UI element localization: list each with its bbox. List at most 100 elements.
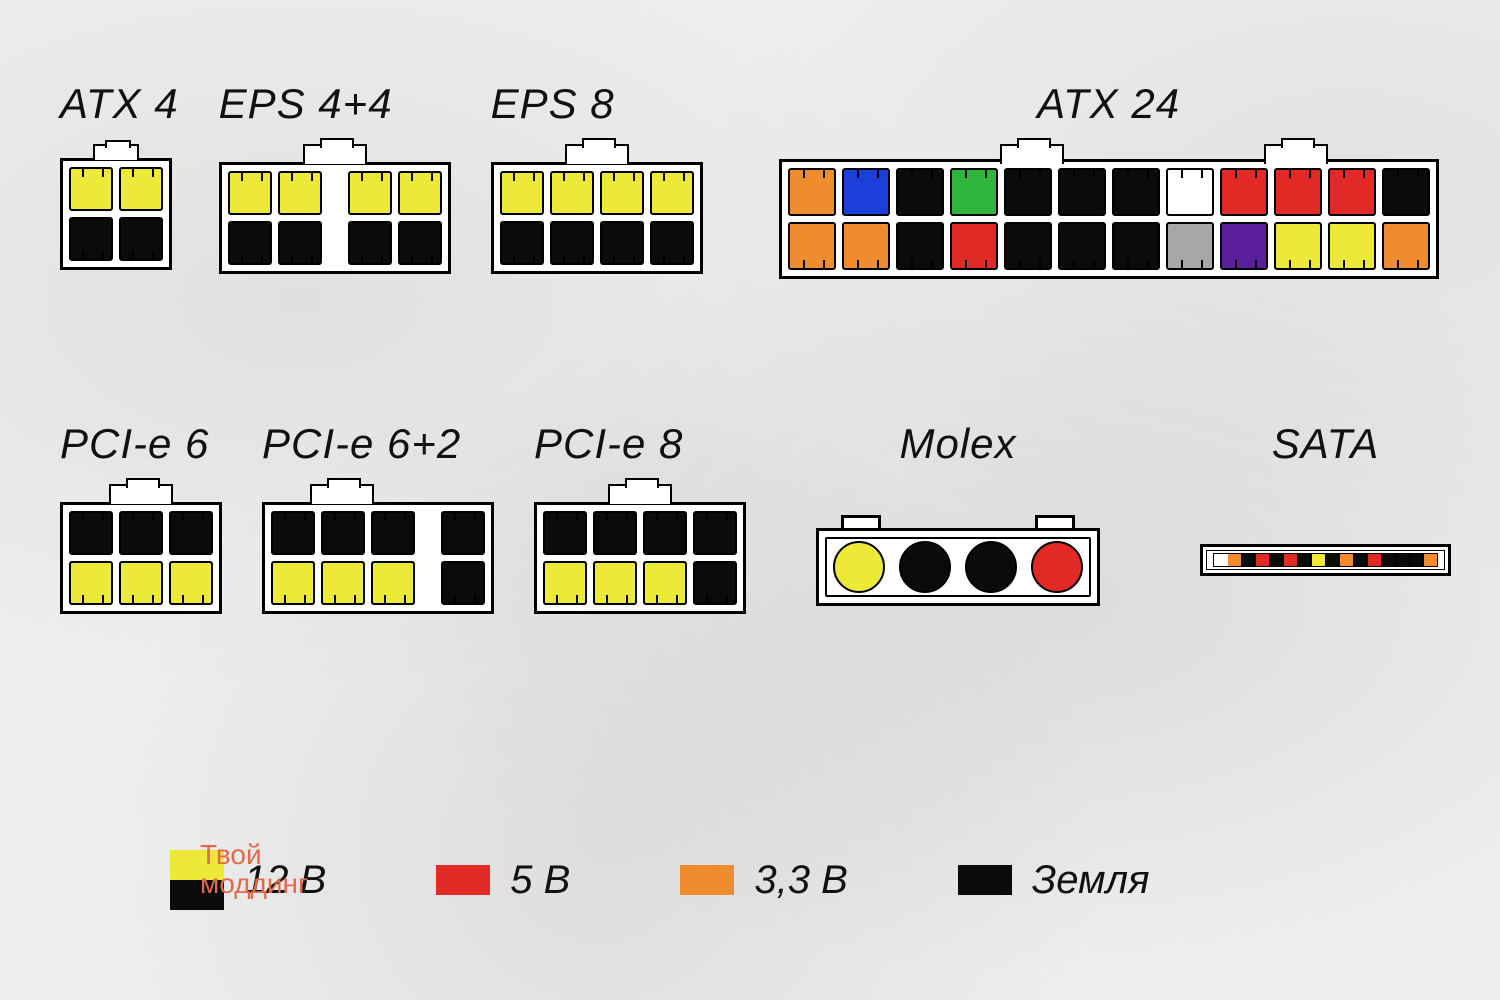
pin xyxy=(398,171,442,215)
pin xyxy=(1328,222,1376,270)
pin xyxy=(1312,553,1326,567)
connector-sata: SATA xyxy=(1200,420,1451,576)
pin xyxy=(1396,553,1410,567)
pin xyxy=(950,222,998,270)
pin xyxy=(69,561,113,605)
pin xyxy=(169,561,213,605)
pin xyxy=(1112,222,1160,270)
pin xyxy=(169,511,213,555)
legend-item: Земля xyxy=(958,858,1150,903)
pin xyxy=(896,222,944,270)
legend-swatch xyxy=(958,865,1012,895)
pin xyxy=(593,561,637,605)
pin xyxy=(1340,553,1354,567)
shell xyxy=(491,162,703,274)
pin xyxy=(833,541,885,593)
pin xyxy=(600,171,644,215)
connector-pcie8: PCI-e 8 xyxy=(534,420,746,614)
pin xyxy=(271,511,315,555)
plug xyxy=(534,484,746,614)
legend-label: 5 В xyxy=(510,858,570,903)
shell xyxy=(262,502,494,614)
pin xyxy=(899,541,951,593)
shell xyxy=(60,158,172,270)
pin xyxy=(593,511,637,555)
pin xyxy=(371,511,415,555)
legend-swatch xyxy=(436,865,490,895)
pin xyxy=(788,222,836,270)
pin xyxy=(271,561,315,605)
plug xyxy=(262,484,494,614)
legend-label: 3,3 В xyxy=(754,858,847,903)
pin xyxy=(1284,553,1298,567)
pin xyxy=(543,561,587,605)
plug xyxy=(60,144,172,270)
pin xyxy=(1328,168,1376,216)
legend-item: 5 В xyxy=(436,858,570,903)
pin xyxy=(119,511,163,555)
legend: 12 В 5 В 3,3 В Земля xyxy=(170,850,1440,910)
pin xyxy=(550,171,594,215)
pin xyxy=(321,511,365,555)
pin xyxy=(69,167,113,211)
pin xyxy=(600,221,644,265)
legend-item: 3,3 В xyxy=(680,858,847,903)
pin xyxy=(643,561,687,605)
pin xyxy=(1274,222,1322,270)
pin xyxy=(1112,168,1160,216)
pin xyxy=(650,221,694,265)
pin xyxy=(371,561,415,605)
pin xyxy=(1368,553,1382,567)
connector-label: ATX 4 xyxy=(60,80,179,128)
connector-atx24: ATX 24 xyxy=(779,80,1439,279)
pin xyxy=(965,541,1017,593)
pin xyxy=(842,222,890,270)
pin xyxy=(693,561,737,605)
shell xyxy=(1200,544,1451,576)
pin xyxy=(1058,222,1106,270)
clip xyxy=(310,484,374,504)
shell xyxy=(219,162,451,274)
pin xyxy=(119,167,163,211)
pin xyxy=(1410,553,1424,567)
shell xyxy=(779,159,1439,279)
pin xyxy=(278,171,322,215)
shell xyxy=(534,502,746,614)
pin xyxy=(1382,553,1396,567)
pin xyxy=(321,561,365,605)
pin xyxy=(1424,553,1438,567)
pin xyxy=(441,561,485,605)
pin xyxy=(1326,553,1340,567)
plug xyxy=(60,484,222,614)
legend-label: Земля xyxy=(1032,858,1150,903)
clip xyxy=(93,144,139,160)
shell xyxy=(60,502,222,614)
pin xyxy=(228,171,272,215)
legend-label: 12 В xyxy=(244,858,326,903)
connector-label: PCI-e 8 xyxy=(534,420,683,468)
pin xyxy=(119,561,163,605)
legend-swatch xyxy=(680,865,734,895)
sata-pins xyxy=(1213,553,1438,567)
connector-eps44: EPS 4+4 xyxy=(219,80,451,274)
connector-label: PCI-e 6+2 xyxy=(262,420,461,468)
pin xyxy=(1220,222,1268,270)
legend-swatch xyxy=(170,850,224,910)
pin xyxy=(1031,541,1083,593)
plug xyxy=(779,144,1439,279)
pin xyxy=(1242,553,1256,567)
clip xyxy=(109,484,173,504)
shell xyxy=(816,528,1100,606)
plug xyxy=(491,144,703,274)
pin xyxy=(1274,168,1322,216)
pin xyxy=(550,221,594,265)
connector-row-2: PCI-e 6 PCI-e 6+2 PCI-e 8 Molex SATA xyxy=(0,420,1500,614)
connector-label: SATA xyxy=(1272,420,1379,468)
connector-label: PCI-e 6 xyxy=(60,420,209,468)
pin xyxy=(1298,553,1312,567)
pin xyxy=(1058,168,1106,216)
pin xyxy=(1256,553,1270,567)
pin xyxy=(69,511,113,555)
pin xyxy=(1220,168,1268,216)
clip xyxy=(608,484,672,504)
